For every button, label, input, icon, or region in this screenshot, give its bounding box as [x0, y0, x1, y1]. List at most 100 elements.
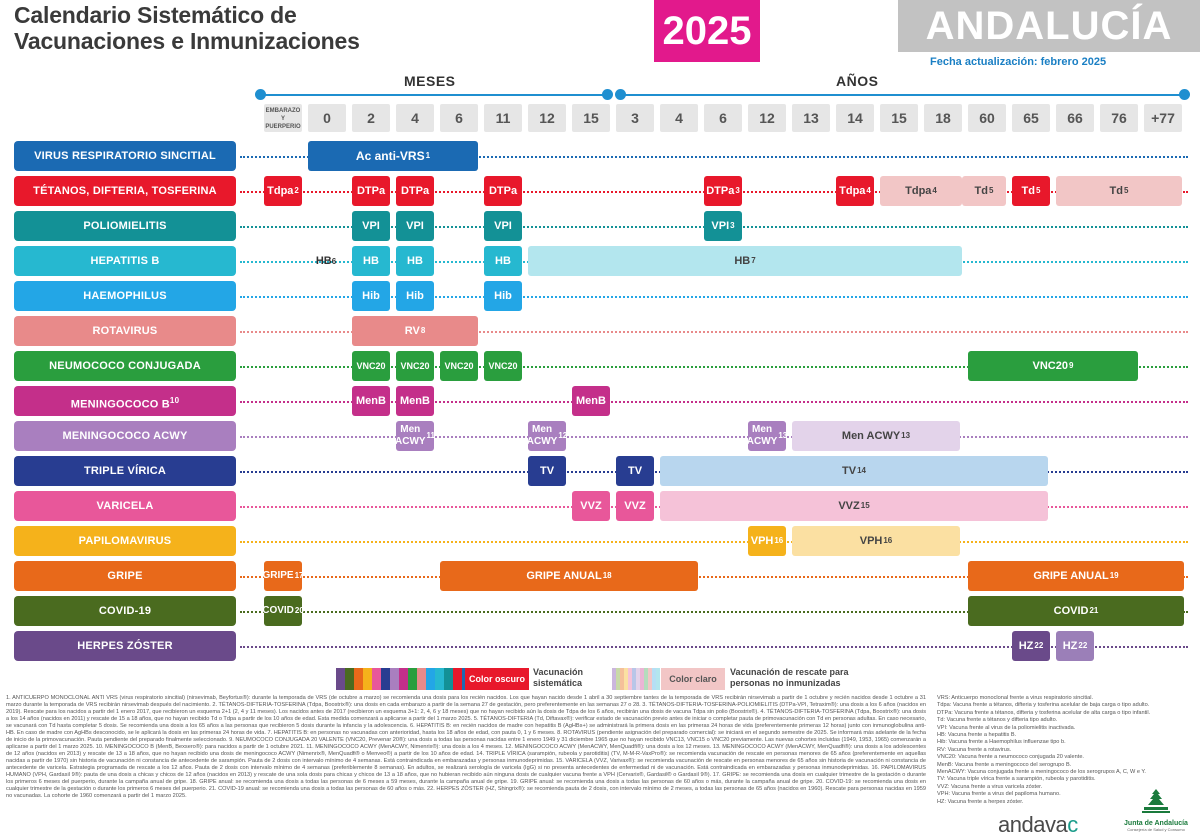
- vaccine-hb-rescue: HB 7: [528, 246, 962, 276]
- row-guide: [240, 401, 1188, 403]
- legend-color-swatch: [644, 668, 648, 690]
- legend-color-swatch: [426, 668, 435, 690]
- vaccine-men-acwy-12y: Men ACWY 13: [747, 421, 787, 451]
- legend-dark-swatch: [336, 668, 471, 690]
- row-guide: [240, 541, 1188, 543]
- vaccine-vpi: VPI: [484, 211, 522, 241]
- legend-color-swatch: [616, 668, 620, 690]
- vaccine-hib: Hib: [396, 281, 434, 311]
- row-guide: [240, 576, 1188, 578]
- age-cell: 4: [396, 104, 434, 132]
- vaccine-tdpa-14y: Tdpa 4: [836, 176, 874, 206]
- vaccine-vpi-6y: VPI 3: [704, 211, 742, 241]
- abbreviation-item: VRS: Anticuerpo monoclonal frente a viru…: [937, 695, 1094, 701]
- abbreviation-item: Tdpa: Vacuna frente a tétanos, difteria …: [937, 702, 1150, 709]
- row-label-meningococo-acwy: MENINGOCOCO ACWY: [14, 421, 236, 451]
- age-cell: 12: [528, 104, 566, 132]
- vaccine-hib: Hib: [352, 281, 390, 311]
- vaccine-hb: HB: [396, 246, 434, 276]
- legend-color-swatch: [652, 668, 656, 690]
- vaccine-men-acwy-12m: Men ACWY 12: [527, 421, 567, 451]
- vaccine-vph: VPH 16: [748, 526, 786, 556]
- year-badge: 2025: [654, 0, 760, 62]
- abbreviation-item: VNC20: Vacuna frente a neumococo conjuga…: [937, 754, 1084, 761]
- timeline-dot: [615, 89, 626, 100]
- row-guide: [240, 366, 1188, 368]
- age-cell: 65: [1012, 104, 1050, 132]
- age-cell: 14: [836, 104, 874, 132]
- vaccine-gripe-pregnancy: GRIPE 17: [262, 561, 304, 591]
- row-label-neumococo: NEUMOCOCO CONJUGADA: [14, 351, 236, 381]
- legend-color-swatch: [390, 668, 399, 690]
- legend-color-swatch: [612, 668, 616, 690]
- legend-color-swatch: [345, 668, 354, 690]
- title-line-2: Vacunaciones e Inmunizaciones: [14, 28, 360, 54]
- vaccine-tdpa-pregnancy: Tdpa 2: [264, 176, 302, 206]
- vaccine-menb: MenB: [352, 386, 390, 416]
- vaccine-vvz: VVZ: [616, 491, 654, 521]
- years-label: AÑOS: [836, 73, 879, 89]
- age-cell: 76: [1100, 104, 1138, 132]
- vaccine-covid-adult: COVID 21: [968, 596, 1184, 626]
- abbreviation-item: MenACWY: Vacuna conjugada frente a menin…: [937, 769, 1146, 776]
- abbreviation-item: MenB: Vacuna frente a meningococo del se…: [937, 761, 1072, 768]
- timeline-dot: [255, 89, 266, 100]
- timeline-dot: [602, 89, 613, 100]
- row-guide: [240, 296, 1188, 298]
- abbreviation-item: VVZ: Vacuna frente a virus varicela zóst…: [937, 783, 1043, 790]
- junta-andalucia-logo: Junta de Andalucía Consejería de Salud y…: [1124, 788, 1188, 834]
- vaccine-td-65y: Td 5: [1012, 176, 1050, 206]
- vaccine-vvz: VVZ: [572, 491, 610, 521]
- age-cell: 60: [968, 104, 1006, 132]
- age-cell-pregnancy: EMBARAZO Y PUERPERIO: [264, 104, 302, 132]
- abbreviations-list: VRS: Anticuerpo monoclonal frente a viru…: [937, 695, 1193, 806]
- vaccine-hb: HB: [484, 246, 522, 276]
- row-label-triple-virica: TRIPLE VÍRICA: [14, 456, 236, 486]
- age-cell: 6: [440, 104, 478, 132]
- row-label-meningococo-b: MENINGOCOCO B10: [14, 386, 236, 416]
- age-cell: 15: [572, 104, 610, 132]
- legend-color-swatch: [408, 668, 417, 690]
- footnotes: 1. ANTICUERPO MONOCLONAL ANTI VRS (virus…: [6, 695, 926, 799]
- row-label-haemophilus: HAEMOPHILUS: [14, 281, 236, 311]
- row-label-papilomavirus: PAPILOMAVIRUS: [14, 526, 236, 556]
- legend-color-swatch: [399, 668, 408, 690]
- legend-dark-pill: Color oscuro: [465, 668, 529, 690]
- vaccine-dtpa: DTPa: [396, 176, 434, 206]
- row-label-hepatitis-b: HEPATITIS B: [14, 246, 236, 276]
- region-badge: ANDALUCÍA: [898, 0, 1200, 52]
- vaccine-vnc20: VNC20: [484, 351, 522, 381]
- vaccine-covid-pregnancy: COVID 20: [262, 596, 304, 626]
- legend-color-swatch: [444, 668, 453, 690]
- vaccine-dtpa: DTPa: [352, 176, 390, 206]
- row-guide: [240, 646, 1188, 648]
- vaccine-dtpa-6y: DTPa 3: [704, 176, 742, 206]
- age-cell: 18: [924, 104, 962, 132]
- vaccine-hz: HZ 22: [1012, 631, 1050, 661]
- age-cell: 66: [1056, 104, 1094, 132]
- vaccine-men-acwy-4m: Men ACWY 11: [395, 421, 435, 451]
- legend-light-text: Vacunación de rescate para personas no in…: [730, 667, 849, 688]
- row-guide: [240, 331, 1188, 333]
- abbreviation-item: Hib: Vacuna frente a Haemophilus influen…: [937, 739, 1066, 746]
- age-cell: 11: [484, 104, 522, 132]
- vaccine-hib: Hib: [484, 281, 522, 311]
- vaccine-gripe-anual-children: GRIPE ANUAL 18: [440, 561, 698, 591]
- legend-dark-text: Vacunación sistemática: [533, 667, 584, 688]
- age-cell: 12: [748, 104, 786, 132]
- vaccine-tv-rescue: TV 14: [660, 456, 1048, 486]
- legend-color-swatch: [435, 668, 444, 690]
- vaccine-vvz-rescue: VVZ 15: [660, 491, 1048, 521]
- abbreviation-item: Td: Vacuna frente a tétanos y difteria t…: [937, 717, 1058, 724]
- junta-emblem-icon: [1142, 789, 1170, 813]
- vaccine-tv: TV: [528, 456, 566, 486]
- vaccine-tdpa-rescue: Tdpa 4: [880, 176, 962, 206]
- legend-color-swatch: [656, 668, 660, 690]
- legend-color-swatch: [381, 668, 390, 690]
- legend-color-swatch: [628, 668, 632, 690]
- row-label-varicela: VARICELA: [14, 491, 236, 521]
- vaccine-rv: RV 8: [352, 316, 478, 346]
- vaccine-ac-anti-vrs: Ac anti-VRS 1: [308, 141, 478, 171]
- vaccine-vnc20: VNC20: [396, 351, 434, 381]
- age-cell: 2: [352, 104, 390, 132]
